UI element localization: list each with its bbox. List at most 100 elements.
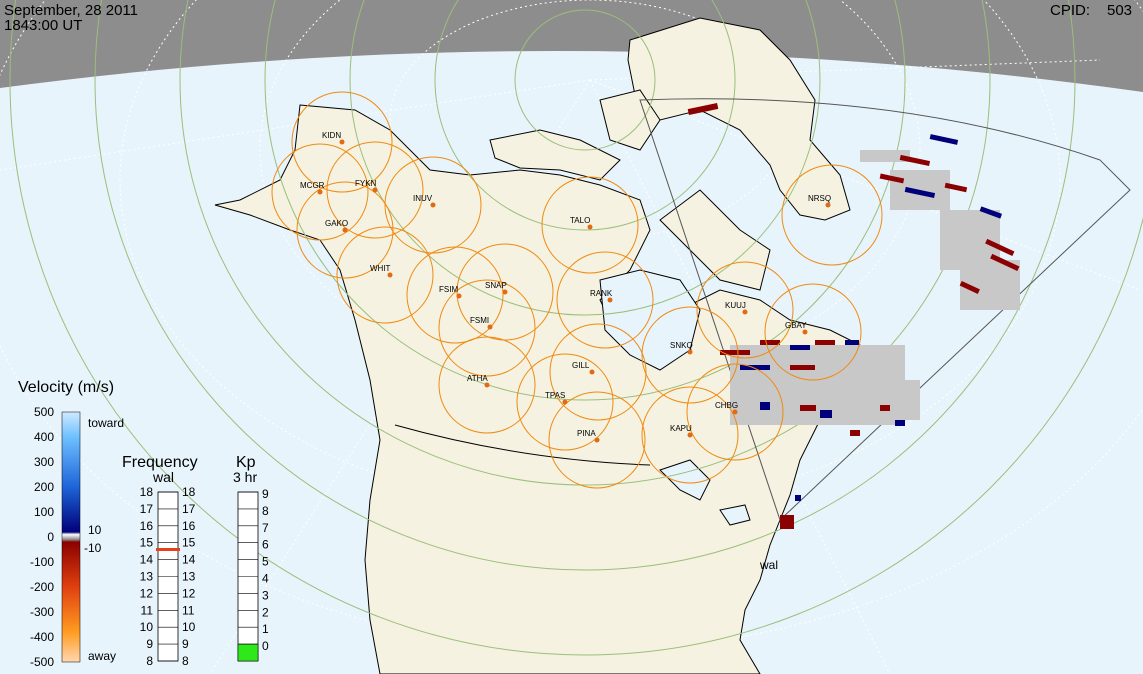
frequency-tick-label-left: 9 — [146, 637, 153, 651]
velocity-colorbar — [61, 411, 81, 663]
velocity-tick-label: 400 — [34, 430, 54, 444]
radar-site-label: wal — [759, 558, 778, 572]
station-label: FYKN — [355, 179, 377, 188]
velocity-threshold-pos: 10 — [88, 523, 102, 537]
velocity-threshold-neg: -10 — [84, 541, 102, 555]
kp-tick-label: 2 — [262, 605, 269, 619]
station: TALO — [570, 216, 593, 230]
frequency-tick-label-right: 11 — [182, 603, 195, 617]
kp-tick-label: 7 — [262, 521, 269, 535]
frequency-legend-subtitle: wal — [152, 469, 174, 485]
frequency-tick-label-right: 12 — [182, 586, 196, 600]
station-marker — [742, 309, 748, 315]
station-label: SNAP — [485, 281, 507, 290]
velocity-legend-title: Velocity (m/s) — [18, 379, 114, 396]
station: GAKO — [325, 219, 348, 233]
station: CHBG — [715, 401, 738, 415]
velocity-tick-label: -400 — [30, 630, 54, 644]
frequency-tick-label-left: 8 — [146, 654, 153, 668]
kp-legend-title: Kp — [236, 454, 256, 471]
station-label: TALO — [570, 216, 590, 225]
station-marker — [430, 202, 436, 208]
radar-fov — [639, 98, 1131, 521]
station-label: WHIT — [370, 264, 391, 273]
station-label: GAKO — [325, 219, 348, 228]
kp-tick-label: 8 — [262, 504, 269, 518]
station-marker — [594, 437, 600, 443]
frequency-tick-label-right: 17 — [182, 502, 196, 516]
kp-tick-label: 3 — [262, 588, 269, 602]
cpid-label: CPID: — [1050, 2, 1091, 19]
frequency-tick-label-left: 13 — [140, 570, 154, 584]
kp-tick-label: 6 — [262, 538, 269, 552]
station-label: PINA — [577, 429, 596, 438]
velocity-tick-label: 100 — [34, 505, 54, 519]
station-marker — [587, 224, 593, 230]
station-marker — [342, 227, 348, 233]
velocity-tick-label: 200 — [34, 480, 54, 494]
station: PINA — [577, 429, 600, 443]
velocity-legend: Velocity (m/s) 500 400 300 200 100 0 -100 -200 -… — [18, 379, 124, 669]
station-label: KUUJ — [725, 301, 746, 310]
kp-tick-label: 9 — [262, 487, 269, 501]
stations-layer: KIDN MCGR FYKN INUV GAKO WHIT FSIM SNAP FSMI TALO… — [300, 131, 831, 443]
velocity-vectors — [687, 102, 1020, 529]
great-lakes — [659, 459, 751, 526]
kp-fill — [237, 643, 259, 662]
frequency-tick-label-left: 17 — [140, 502, 154, 516]
station-label: GILL — [572, 361, 590, 370]
velocity-tick-label: -100 — [30, 555, 54, 569]
frequency-tick-label-left: 12 — [140, 586, 154, 600]
velocity-tick-label: 500 — [34, 405, 54, 419]
station-marker — [502, 289, 508, 295]
landmass — [214, 17, 861, 674]
station-marker — [825, 202, 831, 208]
velocity-tick-label: -300 — [30, 605, 54, 619]
station: KAPU — [670, 424, 693, 438]
frequency-tick-label-left: 16 — [140, 519, 154, 533]
station: FYKN — [355, 179, 378, 193]
station-label: NRSQ — [808, 194, 831, 203]
station-marker — [484, 382, 490, 388]
velocity-tick-label: -500 — [30, 655, 54, 669]
station: NRSQ — [808, 194, 831, 208]
station-marker — [339, 139, 345, 145]
velocity-away-label: away — [88, 649, 116, 663]
frequency-tick-label-right: 13 — [182, 570, 196, 584]
station-marker — [687, 432, 693, 438]
frequency-legend-title: Frequency — [122, 454, 198, 471]
kp-tick-label: 4 — [262, 572, 269, 586]
velocity-tick-label: 0 — [47, 530, 54, 544]
cpid-value: 503 — [1107, 2, 1133, 19]
station-marker — [732, 409, 738, 415]
station-label: KIDN — [322, 131, 341, 140]
velocity-tick-label: -200 — [30, 580, 54, 594]
frequency-tick-label-left: 15 — [140, 536, 154, 550]
nightside-shading — [0, 0, 1143, 92]
station: ATHA — [467, 374, 490, 388]
frequency-tick-label-right: 18 — [182, 485, 196, 499]
frequency-legend: Frequency wal 18 18 17 17 16 16 15 15 14 14 13 13 12… — [122, 454, 198, 668]
station-label: FSIM — [439, 285, 458, 294]
kp-tick-label: 0 — [262, 639, 269, 653]
station-marker — [589, 369, 595, 375]
ground-scatter — [730, 150, 1020, 425]
frequency-ticks: 18 18 17 17 16 16 15 15 14 14 13 13 12 12 11 11 10 10 9 9 8 8 — [140, 485, 196, 668]
station: FSMI — [470, 316, 493, 330]
velocity-tick-label: 300 — [34, 455, 54, 469]
station-label: KAPU — [670, 424, 692, 433]
kp-tick-label: 5 — [262, 555, 269, 569]
station-marker — [387, 272, 393, 278]
station-fov-circles — [271, 91, 883, 489]
frequency-tick-label-right: 9 — [182, 637, 189, 651]
station: KUUJ — [725, 301, 748, 315]
station-marker — [487, 324, 493, 330]
station-label: FSMI — [470, 316, 489, 325]
station: KIDN — [322, 131, 345, 145]
station-marker — [456, 293, 462, 299]
station-marker — [687, 349, 693, 355]
station-label: MCGR — [300, 181, 325, 190]
kp-ticks: 9 8 7 6 5 4 3 2 1 0 — [238, 487, 269, 653]
